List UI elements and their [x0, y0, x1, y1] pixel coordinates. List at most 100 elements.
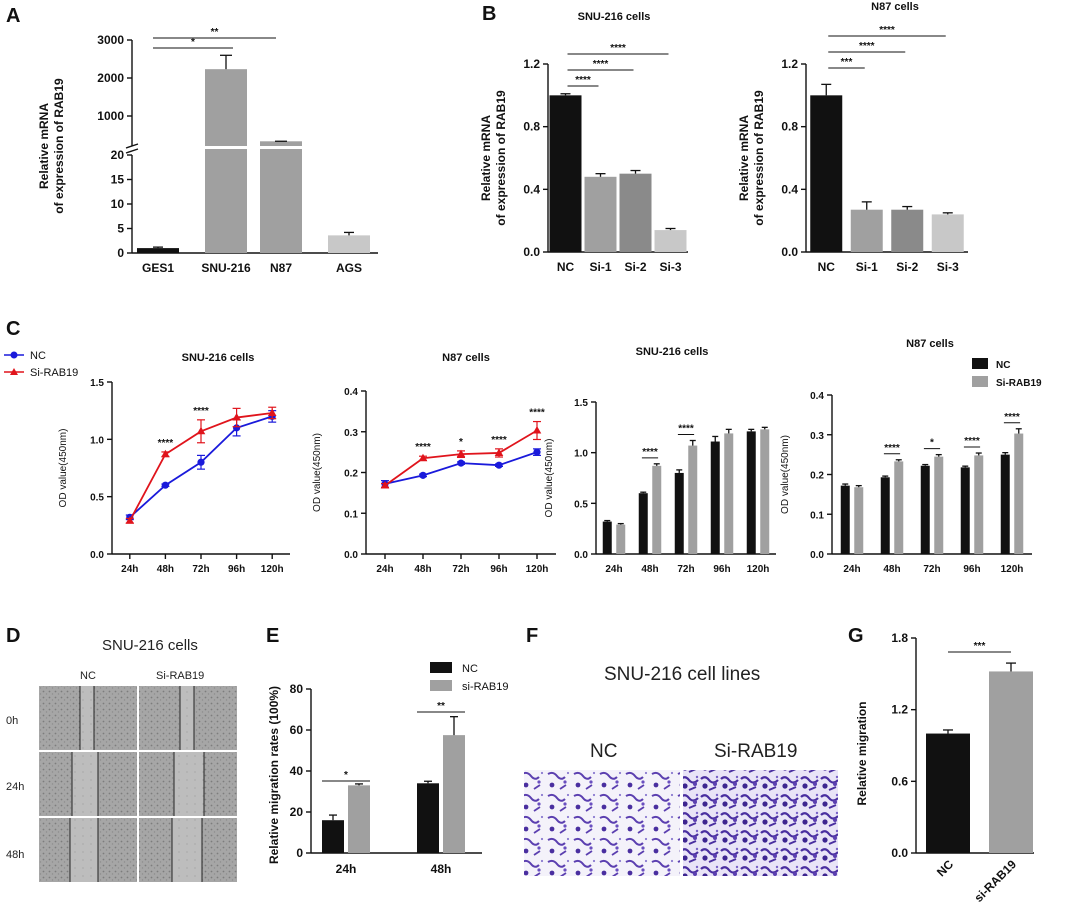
y-axis-label: OD value(450nm) [544, 439, 555, 518]
bar [850, 209, 883, 252]
x-tick-label: GES1 [142, 261, 174, 275]
f-image-si [683, 770, 838, 876]
d-gap-nc-24h [72, 752, 98, 816]
y-tick-label: 0.5 [90, 493, 104, 504]
y-tick-label: 0 [117, 246, 124, 260]
y-tick-label: 0.4 [781, 182, 798, 196]
panel-label-g: G [848, 625, 864, 647]
x-tick-label: 24h [336, 862, 357, 876]
y-tick-label: 1.2 [523, 57, 540, 71]
bar [989, 671, 1033, 853]
x-tick-label: Si-1 [856, 260, 878, 274]
significance-label: **** [642, 447, 658, 458]
significance-label: **** [610, 43, 626, 54]
bar-nc [840, 485, 850, 554]
bar [619, 173, 652, 252]
data-point [419, 471, 427, 479]
chart-g-relative-migration: 0.0 0.6 1.2 1.8 Relative migration NC si-RAB19… [855, 631, 1034, 905]
bar-si-rab19 [1014, 433, 1024, 554]
y-tick-label: 15 [111, 173, 125, 187]
panel-label-b: B [482, 3, 496, 25]
y-tick-label: 0.0 [344, 550, 358, 561]
data-point [456, 449, 466, 458]
data-point [233, 424, 241, 432]
chart-title: SNU-216 cells [636, 346, 709, 358]
significance-label: ** [437, 701, 445, 712]
d-row-24h: 24h [6, 781, 24, 793]
panel-label-c: C [6, 318, 20, 340]
bar-si-rab19 [934, 456, 944, 554]
legend-si-marker [10, 368, 18, 375]
bar-nc [417, 783, 439, 853]
x-tick-label: 24h [121, 564, 138, 575]
panel-label-a: A [6, 5, 20, 27]
y-tick-label: 20 [111, 148, 125, 162]
significance-label: **** [859, 41, 875, 52]
bar [549, 95, 582, 252]
bar-nc [602, 521, 612, 554]
bar-si-rab19 [688, 445, 698, 554]
x-tick-label: NC [934, 857, 956, 879]
y-tick-label: 0.5 [574, 499, 588, 510]
x-tick-label: 96h [963, 564, 980, 575]
x-tick-label: 48h [414, 564, 431, 575]
legend-nc-marker [10, 351, 18, 359]
y-tick-label: 40 [290, 764, 304, 778]
bar-lower [260, 149, 302, 253]
legend-label-nc: NC [462, 663, 478, 675]
y-tick-label: 0.8 [523, 120, 540, 134]
axis-break [125, 148, 139, 154]
significance-label: **** [193, 406, 209, 417]
d-col-si: Si-RAB19 [156, 670, 204, 682]
x-tick-label: NC [818, 260, 836, 274]
c-line-legend: NC Si-RAB19 [4, 350, 78, 379]
d-title: SNU-216 cells [102, 637, 198, 654]
chart-c-snu216-bar: SNU-216 cells 0.0 0.5 1.0 1.5 OD value(450nm)… [544, 346, 776, 575]
x-tick-label: SNU-216 [201, 261, 251, 275]
d-image-grid [39, 686, 237, 882]
chart-a-rab19-expression: 0 5 10 15 20 1000 2000 3000 Relative mRNA of expr… [37, 27, 378, 275]
data-point [457, 459, 465, 467]
x-tick-label: 120h [526, 564, 549, 575]
y-tick-label: 1.2 [891, 703, 908, 717]
y-tick-label: 0.8 [781, 120, 798, 134]
chart-title: N87 cells [906, 338, 954, 350]
y-tick-label: 80 [290, 682, 304, 696]
x-tick-label: 24h [376, 564, 393, 575]
y-tick-label: 5 [117, 222, 124, 236]
x-tick-label: AGS [336, 261, 362, 275]
y-tick-label: 0.0 [574, 550, 588, 561]
chart-c-n87-bar: N87 cells 0.0 0.1 0.2 0.3 0.4 OD value(450nm) 2… [780, 338, 1042, 575]
bar-nc [920, 465, 930, 554]
y-tick-label: 20 [290, 805, 304, 819]
chart-title: SNU-216 cells [182, 352, 255, 364]
bar [810, 95, 843, 252]
significance-label: *** [974, 641, 986, 652]
significance-label: * [930, 438, 934, 449]
chart-b-n87: N87 cells 0.0 0.4 0.8 1.2 Relative mRNA of exp… [737, 1, 968, 274]
d-gap-si-24h [174, 752, 204, 816]
x-tick-label: 96h [713, 564, 730, 575]
x-tick-label: Si-1 [589, 260, 611, 274]
y-tick-label: 3000 [97, 33, 124, 47]
chart-c-n87-line: N87 cells 0.0 0.1 0.2 0.3 0.4 OD value(450nm) 2… [312, 352, 556, 575]
bar-si-rab19 [443, 735, 465, 853]
y-tick-label: 0.4 [810, 391, 824, 402]
y-tick-label: 1.0 [574, 449, 588, 460]
panel-label-e: E [266, 625, 279, 647]
y-tick-label: 1.5 [574, 398, 588, 409]
y-tick-label: 0.4 [523, 182, 540, 196]
significance-label: **** [158, 438, 174, 449]
bar-si-rab19 [894, 461, 904, 554]
panel-label-f: F [526, 625, 538, 647]
data-point [197, 458, 205, 466]
y-axis-label: of expression of RAB19 [752, 90, 766, 226]
d-col-nc: NC [80, 670, 96, 682]
x-tick-label: 120h [1001, 564, 1024, 575]
data-point [161, 449, 170, 458]
significance-label: **** [415, 442, 431, 453]
y-tick-label: 1.0 [90, 435, 104, 446]
x-tick-label: 48h [641, 564, 658, 575]
legend-label-si: si-RAB19 [462, 681, 508, 693]
bar-upper [260, 141, 302, 146]
